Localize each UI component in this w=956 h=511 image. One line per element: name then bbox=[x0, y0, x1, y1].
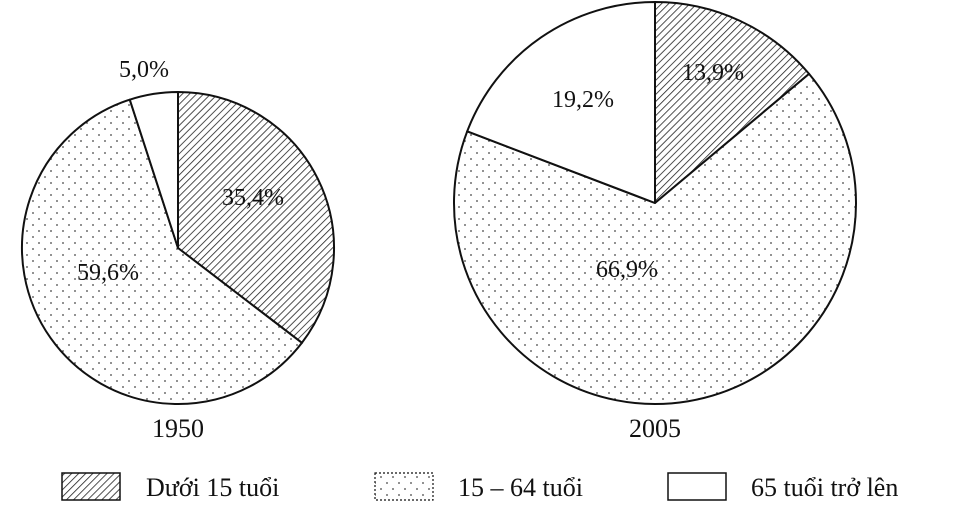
data-label-working-2005: 66,9% bbox=[596, 257, 658, 283]
pie-slice-under15-1950 bbox=[177, 91, 335, 344]
legend-label-working: 15 – 64 tuổi bbox=[458, 473, 583, 502]
legend-swatch-dots bbox=[374, 472, 434, 501]
legend-item-working: 15 – 64 tuổi bbox=[374, 472, 583, 502]
legend-label-elderly: 65 tuổi trở lên bbox=[751, 473, 898, 502]
legend-swatch-hatch bbox=[61, 472, 121, 501]
pie-slice-under15-2005 bbox=[654, 1, 811, 204]
data-label-under15-1950: 35,4% bbox=[222, 185, 284, 211]
legend-item-elderly: 65 tuổi trở lên bbox=[667, 472, 898, 502]
data-label-elderly-2005: 19,2% bbox=[552, 87, 614, 113]
pie-chart-2005: 13,9% 66,9% 19,2% bbox=[453, 1, 857, 405]
legend: Dưới 15 tuổi 15 – 64 tuổi 65 tuổi trở lê… bbox=[61, 472, 898, 502]
pie-slice-elderly-2005 bbox=[466, 1, 656, 204]
legend-swatch-blank bbox=[667, 472, 727, 501]
data-label-working-1950: 59,6% bbox=[77, 260, 139, 286]
pie-slice-working-1950 bbox=[21, 98, 303, 406]
pie-chart-1950: 35,4% 59,6% 5,0% bbox=[21, 57, 335, 406]
data-label-under15-2005: 13,9% bbox=[682, 60, 744, 86]
pie-slice-working-2005 bbox=[453, 72, 857, 405]
legend-label-under15: Dưới 15 tuổi bbox=[146, 473, 279, 502]
pie-slice-elderly-1950 bbox=[128, 91, 179, 249]
legend-item-under15: Dưới 15 tuổi bbox=[61, 472, 279, 502]
pie-title-1950: 1950 bbox=[152, 414, 204, 443]
pie-title-2005: 2005 bbox=[629, 414, 681, 443]
data-label-elderly-1950: 5,0% bbox=[119, 57, 169, 83]
